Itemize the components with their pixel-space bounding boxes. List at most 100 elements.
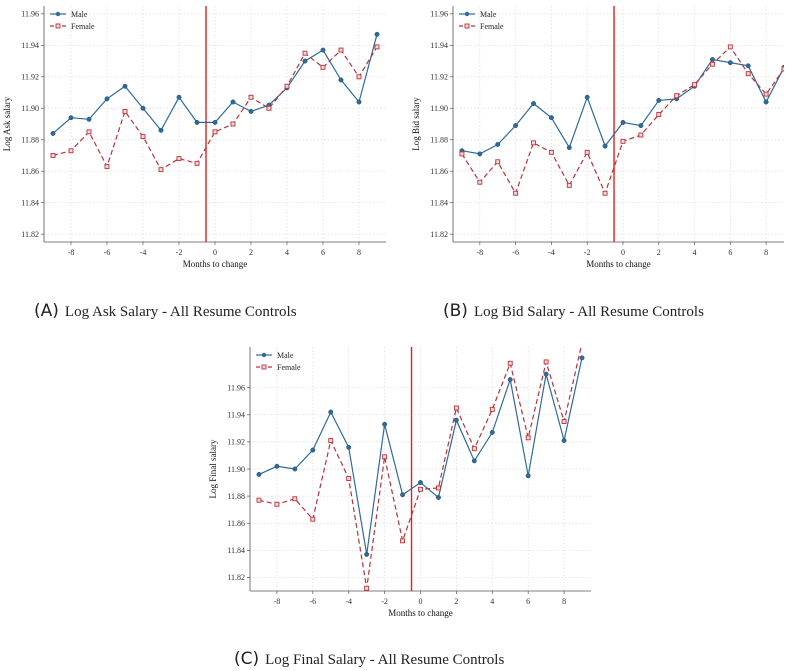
x-tick-label: 8 (562, 597, 566, 606)
data-point-male (543, 371, 549, 377)
data-point-female (489, 406, 495, 412)
x-tick-label: -4 (548, 248, 555, 257)
data-point-female (471, 446, 477, 452)
grid (250, 347, 591, 591)
y-tick-label: 11.88 (21, 136, 39, 145)
y-tick-label: 11.90 (21, 104, 39, 113)
data-point-female (745, 71, 751, 77)
data-point-female (68, 148, 74, 154)
data-point-male (584, 94, 590, 100)
data-point-male (579, 355, 585, 361)
y-tick-label: 11.86 (430, 167, 448, 176)
data-point-male (656, 97, 662, 103)
data-point-female (382, 454, 388, 460)
y-tick-label: 11.92 (430, 73, 448, 82)
panel-a: 11.82 11.84 11.86 11.88 11.90 11.92 11.94 11.96… (0, 0, 395, 330)
data-point-female (620, 138, 626, 144)
y-axis-title: Log Ask salary (2, 96, 12, 151)
data-point-male (400, 492, 406, 498)
x-tick-label: -4 (345, 597, 352, 606)
legend-label-female: Female (277, 363, 301, 372)
data-point-male (531, 101, 536, 106)
legend-label-female: Female (480, 22, 504, 31)
data-point-female (50, 153, 56, 158)
y-tick-label: 11.82 (227, 573, 245, 582)
x-tick-label: -2 (381, 597, 388, 606)
series-female (459, 44, 784, 196)
data-point-male (158, 127, 164, 133)
legend-marker-female (261, 364, 267, 370)
data-point-female (580, 341, 584, 345)
data-point-female (566, 182, 572, 188)
data-point-male (320, 47, 326, 53)
data-point-female (781, 66, 784, 72)
data-point-male (140, 105, 146, 111)
y-tick-label: 11.82 (430, 230, 448, 239)
legend-label-male: Male (71, 10, 88, 19)
data-point-male (338, 77, 344, 83)
data-point-female (248, 94, 254, 100)
data-point-female (602, 190, 608, 196)
y-tick-label: 11.92 (21, 73, 39, 82)
series-female (256, 341, 584, 591)
chart-a: 11.82 11.84 11.86 11.88 11.90 11.92 11.94 11.96… (2, 6, 386, 269)
data-point-female (477, 179, 483, 185)
data-point-male (709, 57, 715, 62)
data-point-male (382, 421, 388, 427)
legend-label-male: Male (480, 10, 497, 19)
data-point-male (489, 429, 495, 435)
x-tick-label: -8 (68, 248, 75, 257)
y-tick-label: 11.84 (21, 198, 39, 207)
data-point-male (364, 551, 370, 557)
y-tick-label: 11.82 (21, 230, 39, 239)
data-point-female (418, 486, 423, 492)
y-tick-label: 11.96 (21, 10, 39, 19)
y-tick-label: 11.86 (21, 167, 39, 176)
data-point-male (194, 119, 200, 125)
y-axis-title: Log Bid salary (411, 97, 421, 151)
y-tick-label: 11.96 (227, 383, 245, 392)
data-point-male (525, 473, 531, 479)
data-point-female (656, 112, 662, 118)
data-point-male (763, 99, 769, 105)
data-point-male (50, 130, 56, 136)
y-tick-label: 11.84 (227, 546, 245, 555)
y-tick-label: 11.90 (227, 465, 245, 474)
data-point-male (561, 438, 567, 443)
data-point-female (531, 140, 536, 146)
data-point-male (638, 123, 644, 129)
x-tick-label: -8 (477, 248, 484, 257)
data-point-male (212, 119, 218, 125)
data-point-female (338, 47, 344, 53)
y-axis-title: Log Final salary (208, 439, 218, 498)
panel-b: 11.82 11.84 11.86 11.88 11.90 11.92 11.94 11.96… (395, 0, 785, 330)
data-point-female (453, 405, 459, 411)
data-point-male (727, 60, 733, 66)
x-tick-label: -2 (584, 248, 591, 257)
y-tick-label: 11.84 (430, 198, 448, 207)
x-axis-title: Months to change (183, 259, 248, 269)
caption-c: (C) Log Final Salary - All Resume Control… (234, 649, 504, 669)
data-point-female (86, 129, 92, 135)
data-point-female (561, 419, 567, 425)
data-point-female (692, 82, 697, 88)
y-tick-label: 11.94 (21, 41, 39, 50)
legend-label-female: Female (71, 22, 95, 31)
y-tick-label: 11.88 (227, 492, 245, 501)
x-tick-label: 6 (526, 597, 530, 606)
x-tick-label: -4 (140, 248, 147, 257)
data-point-female (256, 497, 262, 503)
x-tick-label: -6 (104, 248, 111, 257)
legend-marker-male (55, 11, 61, 17)
data-point-female (266, 105, 272, 111)
data-point-female (230, 121, 236, 127)
caption-b: (B) Log Bid Salary - All Resume Controls (443, 301, 704, 321)
data-point-female (328, 438, 334, 443)
y-tick-label: 11.94 (227, 411, 245, 420)
data-point-female (212, 129, 218, 135)
data-point-male (256, 471, 262, 477)
data-point-female (763, 91, 769, 97)
x-tick-label: 0 (621, 248, 625, 257)
x-tick-label: 6 (728, 248, 732, 257)
data-point-male (310, 447, 316, 453)
